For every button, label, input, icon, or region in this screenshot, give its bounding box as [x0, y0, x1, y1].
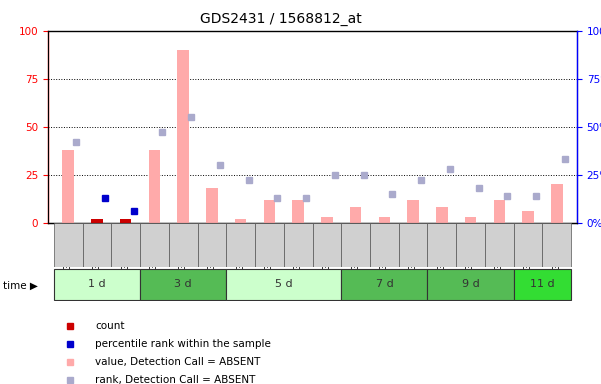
Bar: [313, 223, 341, 267]
Bar: [379, 217, 390, 223]
Bar: [169, 223, 198, 267]
Bar: [120, 219, 132, 223]
Bar: [284, 223, 313, 267]
Text: 3 d: 3 d: [174, 279, 192, 289]
Text: value, Detection Call = ABSENT: value, Detection Call = ABSENT: [95, 357, 260, 367]
Bar: [427, 223, 456, 267]
Bar: [54, 269, 140, 300]
Bar: [350, 207, 361, 223]
Bar: [485, 223, 514, 267]
Bar: [341, 269, 427, 300]
Text: 11 d: 11 d: [530, 279, 555, 289]
Bar: [514, 223, 543, 267]
Bar: [111, 223, 140, 267]
Text: rank, Detection Call = ABSENT: rank, Detection Call = ABSENT: [95, 375, 255, 384]
Bar: [493, 200, 505, 223]
Text: percentile rank within the sample: percentile rank within the sample: [95, 339, 271, 349]
Bar: [91, 219, 103, 223]
Bar: [177, 50, 189, 223]
Text: count: count: [95, 321, 124, 331]
Bar: [514, 269, 571, 300]
Bar: [54, 223, 82, 267]
Bar: [255, 223, 284, 267]
Bar: [82, 223, 111, 267]
Bar: [227, 223, 255, 267]
Bar: [198, 223, 227, 267]
Text: 1 d: 1 d: [88, 279, 106, 289]
Bar: [427, 269, 514, 300]
Bar: [264, 200, 275, 223]
Bar: [398, 223, 427, 267]
Text: 7 d: 7 d: [376, 279, 393, 289]
Bar: [63, 150, 74, 223]
Bar: [140, 269, 227, 300]
Bar: [321, 217, 332, 223]
Bar: [543, 223, 571, 267]
Text: 9 d: 9 d: [462, 279, 480, 289]
Text: time ▶: time ▶: [3, 281, 38, 291]
Bar: [341, 223, 370, 267]
Bar: [522, 211, 534, 223]
Bar: [465, 217, 477, 223]
Bar: [293, 200, 304, 223]
Bar: [407, 200, 419, 223]
Bar: [206, 188, 218, 223]
Bar: [227, 269, 341, 300]
Bar: [456, 223, 485, 267]
Bar: [436, 207, 448, 223]
Bar: [551, 184, 563, 223]
Bar: [148, 150, 160, 223]
Bar: [140, 223, 169, 267]
Text: GDS2431 / 1568812_at: GDS2431 / 1568812_at: [200, 12, 362, 25]
Text: 5 d: 5 d: [275, 279, 293, 289]
Bar: [370, 223, 398, 267]
Bar: [235, 219, 246, 223]
